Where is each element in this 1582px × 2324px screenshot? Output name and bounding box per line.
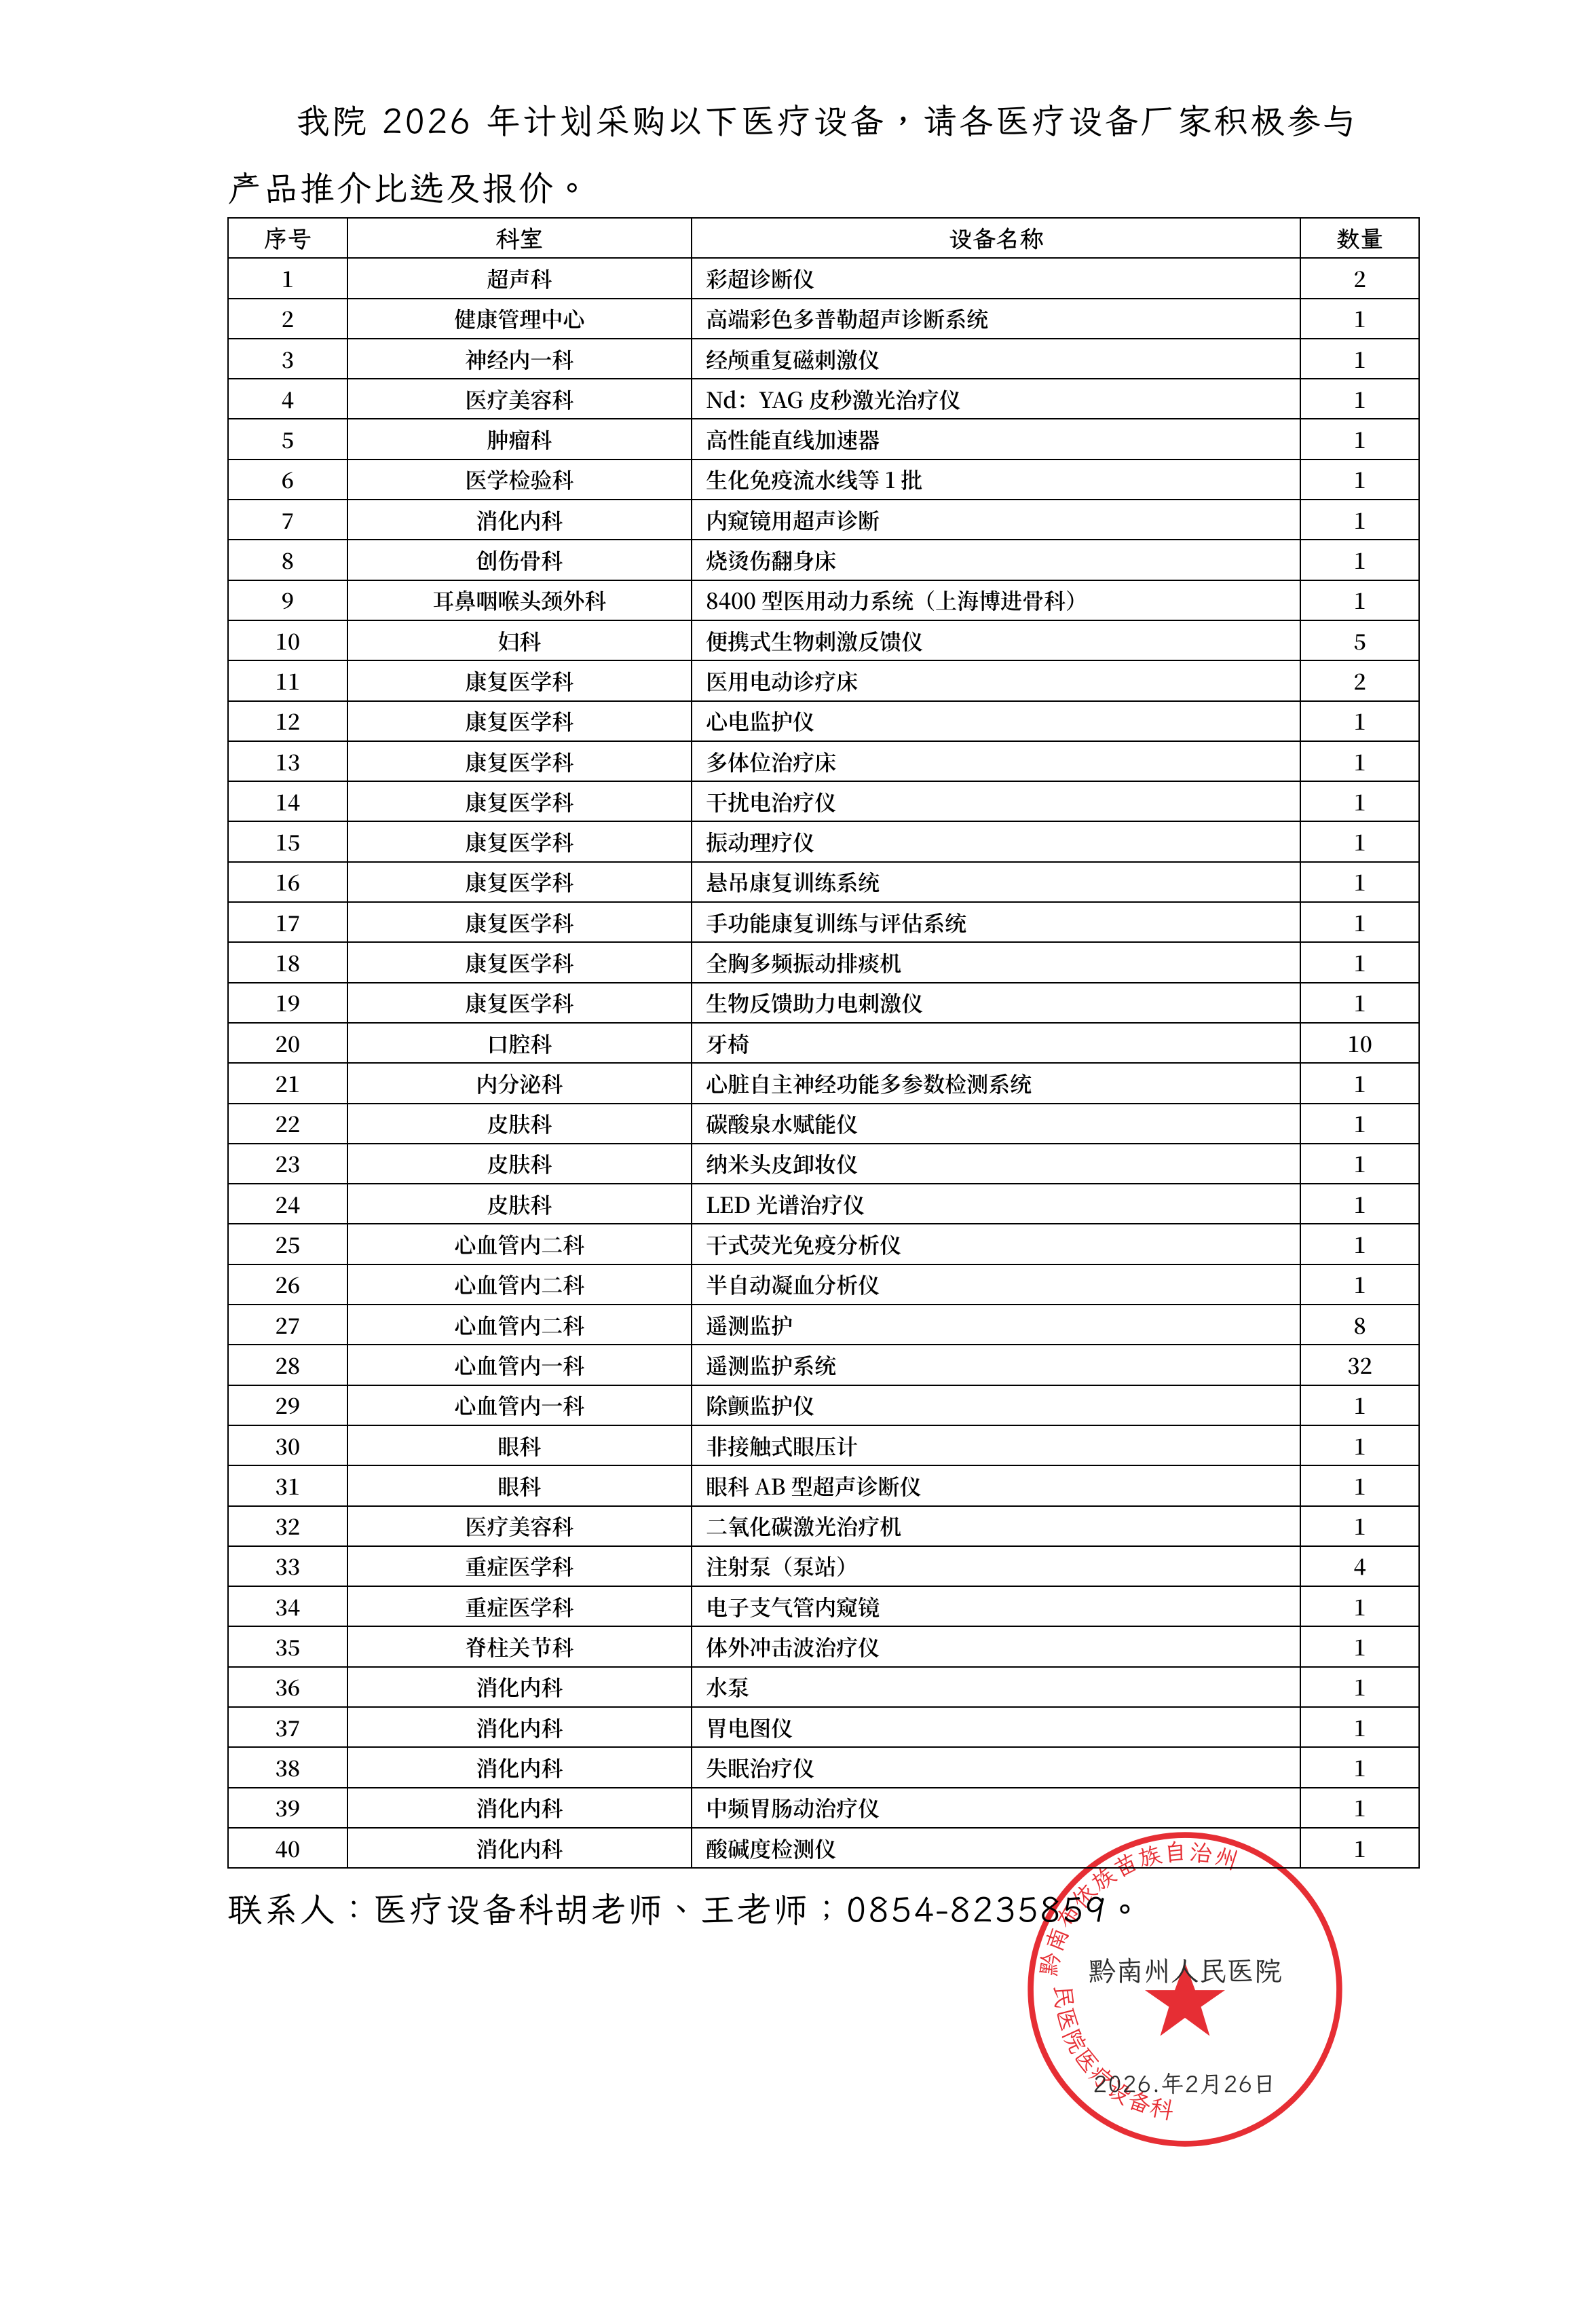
svg-text:黔南州人民医院: 黔南州人民医院	[1088, 1952, 1281, 1989]
svg-text:2026.年2月26日: 2026.年2月26日	[1093, 2068, 1277, 2099]
